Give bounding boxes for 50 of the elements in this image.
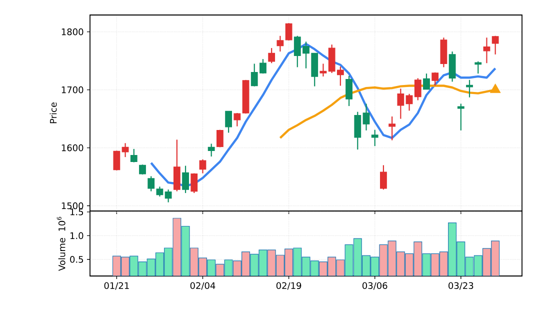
candlestick: [432, 72, 439, 86]
candlestick: [182, 165, 189, 194]
candlestick: [346, 75, 352, 107]
y-tick-label: 1.0: [70, 232, 84, 240]
candlestick: [466, 79, 473, 98]
text: 10$^{6}$: [56, 216, 66, 231]
x-tick-label: 01/21: [104, 282, 129, 290]
candlestick: [190, 172, 198, 194]
y-tick-label: 1.5: [70, 208, 84, 216]
candlestick: [199, 158, 206, 174]
candlestick: [414, 78, 422, 101]
candlestick: [448, 50, 456, 82]
candlestick: [354, 111, 362, 150]
candlestick: [285, 22, 292, 42]
candlestick: [225, 110, 232, 134]
candlestick: [148, 176, 155, 192]
candlestick: [440, 37, 448, 68]
candlestick: [208, 143, 215, 158]
candlestick: [483, 37, 490, 64]
candlestick: [156, 186, 164, 198]
candlestick: [492, 35, 499, 55]
candlestick: [173, 139, 180, 192]
candlestick: [234, 112, 241, 127]
y-tick-label: 1600: [62, 144, 84, 152]
candlestick: [423, 73, 430, 90]
candlestick: [164, 188, 172, 203]
candlestick: [320, 63, 327, 78]
candlestick: [371, 129, 378, 147]
candlestick: [474, 60, 482, 74]
y-axis-title: Price: [50, 102, 57, 124]
x-tick-label: 02/19: [276, 282, 302, 290]
y-tick-label: 1500: [62, 202, 84, 210]
candlestick: [397, 88, 404, 120]
candlestick: [122, 142, 129, 158]
candlestick: [388, 116, 396, 141]
candlestick: [139, 164, 146, 176]
y-axis-title: Volume: [58, 238, 66, 271]
candlestick: [130, 148, 138, 163]
y-tick-label: 1800: [62, 28, 84, 36]
y-tick-label: 0.5: [70, 256, 84, 263]
x-tick-label: 03/06: [362, 282, 388, 290]
x-tick-label: 03/23: [448, 282, 474, 290]
candlestick: [113, 150, 120, 171]
candlestick: [380, 164, 387, 190]
x-tick-label: 02/04: [190, 282, 216, 290]
candlestick: [268, 48, 276, 64]
y-tick-label: 1700: [62, 86, 84, 94]
candlestick: [362, 103, 370, 131]
candlestick: [276, 35, 284, 52]
candlestick: [406, 93, 413, 112]
